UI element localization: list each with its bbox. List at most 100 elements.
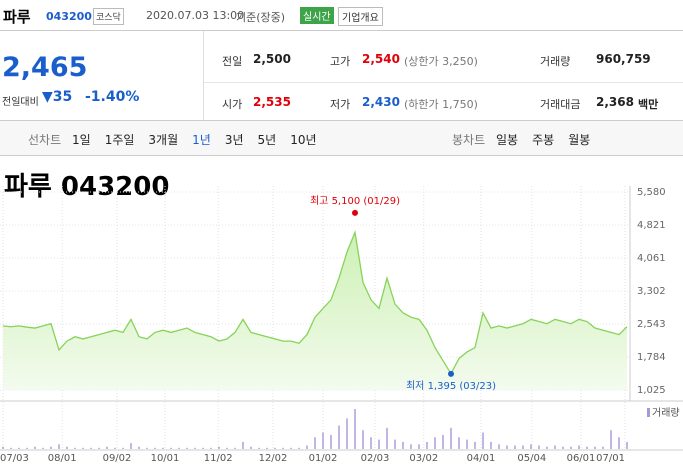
volume-bar bbox=[178, 447, 180, 449]
volume-bar bbox=[106, 446, 108, 449]
stat-label: 거래대금 bbox=[540, 98, 581, 111]
volume-bar bbox=[290, 447, 292, 449]
stat-value: 2,535 bbox=[253, 95, 291, 109]
volume-bar bbox=[330, 434, 332, 449]
x-tick-label: 08/01 bbox=[48, 453, 77, 464]
volume-bar bbox=[146, 447, 148, 449]
volume-bar bbox=[602, 446, 604, 449]
volume-bar bbox=[74, 447, 76, 449]
volume-bar bbox=[546, 446, 548, 449]
volume-bar bbox=[82, 447, 84, 449]
volume-bar bbox=[314, 437, 316, 449]
stat-note: (하한가 1,750) bbox=[403, 98, 478, 111]
volume-bar bbox=[170, 447, 172, 449]
volume-bar bbox=[450, 427, 452, 449]
volume-bar bbox=[490, 441, 492, 449]
volume-bar bbox=[498, 444, 500, 449]
stat-label: 저가 bbox=[330, 98, 351, 111]
volume-bar bbox=[378, 439, 380, 449]
volume-bar bbox=[506, 445, 508, 449]
volume-bar bbox=[394, 439, 396, 449]
candle-tab[interactable]: 월봉 bbox=[568, 133, 591, 147]
volume-bar bbox=[578, 445, 580, 449]
volume-bar bbox=[386, 427, 388, 449]
volume-bar bbox=[58, 444, 60, 449]
stat-label: 전일 bbox=[222, 55, 243, 68]
divider bbox=[203, 31, 204, 120]
volume-bar bbox=[154, 447, 156, 449]
volume-bar bbox=[562, 446, 564, 449]
volume-bar bbox=[2, 446, 4, 449]
x-tick-label: 04/01 bbox=[467, 453, 496, 464]
price-area bbox=[3, 232, 627, 390]
volume-bar bbox=[50, 446, 52, 449]
period-tab[interactable]: 3개월 bbox=[148, 133, 179, 147]
volume-bar bbox=[530, 444, 532, 449]
volume-bar bbox=[298, 447, 300, 449]
volume-bar bbox=[466, 439, 468, 449]
y-tick-label: 2,543 bbox=[637, 319, 666, 330]
volume-bar bbox=[354, 409, 356, 449]
period-tab[interactable]: 10년 bbox=[290, 133, 317, 147]
stat-value: 2,368 bbox=[596, 95, 634, 109]
volume-bar bbox=[66, 446, 68, 449]
period-tab[interactable]: 5년 bbox=[257, 133, 277, 147]
y-tick-label: 1,025 bbox=[637, 385, 666, 396]
volume-bar bbox=[458, 437, 460, 449]
stat-value: 2,540 bbox=[362, 52, 400, 66]
volume-bar bbox=[234, 447, 236, 449]
x-tick-label: 02/03 bbox=[361, 453, 390, 464]
stat-unit: 백만 bbox=[637, 98, 659, 111]
tab-label: 봉차트 bbox=[452, 133, 486, 147]
volume-bar bbox=[274, 447, 276, 449]
change: 35 bbox=[52, 89, 73, 105]
volume-bar bbox=[514, 445, 516, 449]
volume-bar bbox=[594, 446, 596, 449]
volume-bar bbox=[242, 441, 244, 449]
x-tick-label: 07/03 bbox=[0, 453, 29, 464]
candle-tab[interactable]: 일봉 bbox=[496, 133, 519, 147]
volume-bar bbox=[10, 447, 12, 449]
volume-bar bbox=[482, 432, 484, 449]
y-tick-label: 4,821 bbox=[637, 220, 666, 231]
stock-name: 파루 bbox=[3, 8, 31, 26]
volume-panel bbox=[0, 400, 683, 451]
header-bar bbox=[0, 0, 683, 31]
y-tick-label: 3,302 bbox=[637, 286, 666, 297]
stock-code: 043200 bbox=[46, 10, 92, 23]
volume-bar bbox=[306, 445, 308, 449]
annotation-label: 최저 1,395 (03/23) bbox=[406, 380, 496, 392]
x-tick-label: 09/02 bbox=[103, 453, 132, 464]
stat-note: (상한가 3,250) bbox=[403, 55, 478, 68]
legend-swatch bbox=[647, 408, 650, 417]
volume-bar bbox=[618, 437, 620, 449]
period-tab[interactable]: 1주일 bbox=[104, 133, 135, 147]
x-tick-label: 07/01 bbox=[596, 453, 625, 464]
volume-bar bbox=[338, 425, 340, 449]
volume-bar bbox=[194, 447, 196, 449]
volume-bar bbox=[162, 447, 164, 449]
divider bbox=[204, 82, 683, 83]
period-tab[interactable]: 1일 bbox=[72, 133, 91, 147]
volume-bar bbox=[442, 434, 444, 449]
chart-title: 파루 043200 bbox=[4, 172, 170, 202]
volume-bar bbox=[186, 447, 188, 449]
volume-bar bbox=[626, 441, 628, 449]
volume-bar bbox=[210, 447, 212, 449]
change-label: 전일대비 bbox=[2, 97, 39, 108]
period-tab[interactable]: 3년 bbox=[224, 133, 244, 147]
volume-bar bbox=[434, 437, 436, 449]
realtime-badge[interactable]: 실시간 bbox=[300, 7, 334, 24]
change-rate: -1.40% bbox=[85, 89, 140, 105]
period-tab[interactable]: 1년 bbox=[192, 133, 211, 147]
volume-bar bbox=[586, 446, 588, 449]
volume-bar bbox=[250, 446, 252, 449]
company-dropdown[interactable]: 기업개요 bbox=[338, 7, 383, 26]
annotation-label: 최고 5,100 (01/29) bbox=[310, 195, 400, 207]
volume-bar bbox=[98, 447, 100, 449]
candle-tab[interactable]: 주봉 bbox=[532, 133, 555, 147]
current-price: 2,465 bbox=[2, 52, 88, 83]
volume-bar bbox=[34, 446, 36, 449]
annotation-dot bbox=[352, 209, 358, 216]
